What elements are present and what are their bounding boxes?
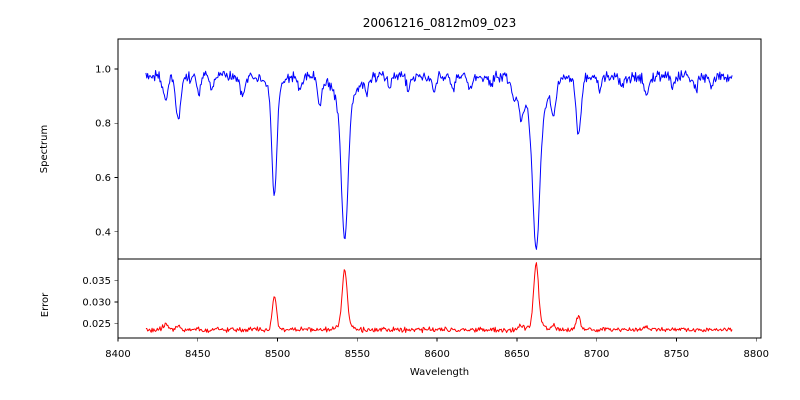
y-axis-label-error: Error	[40, 292, 51, 317]
y-tick-label: 0.6	[95, 173, 111, 184]
panel-border	[117, 258, 762, 339]
x-tick-label: 8700	[584, 349, 609, 360]
x-tick-label: 8600	[424, 349, 449, 360]
x-tick-label: 8500	[265, 349, 290, 360]
x-tick-label: 8450	[185, 349, 210, 360]
y-tick-label: 0.030	[82, 297, 111, 308]
x-tick-label: 8550	[345, 349, 370, 360]
axes-layer: 8400 8450 8500 8550 8600 8650 8700 8750 8800 1.0 0…	[82, 38, 769, 360]
x-axis-label: Wavelength	[410, 367, 469, 378]
plot-title: 20061216_0812m09_023	[363, 16, 516, 30]
x-tick-label: 8650	[504, 349, 529, 360]
y-tick-label: 1.0	[95, 64, 111, 75]
spectrum-line-series	[145, 69, 733, 250]
x-tick-label: 8800	[743, 349, 768, 360]
y-tick-label: 0.4	[95, 227, 111, 238]
y-tick-label: 0.8	[95, 119, 111, 130]
y-tick-label: 0.035	[82, 276, 111, 287]
y-axis-label-spectrum: Spectrum	[39, 125, 50, 173]
x-tick-label: 8400	[105, 349, 130, 360]
error-line-series	[145, 262, 733, 334]
x-tick-label: 8750	[664, 349, 689, 360]
y-tick-label: 0.025	[82, 319, 111, 330]
